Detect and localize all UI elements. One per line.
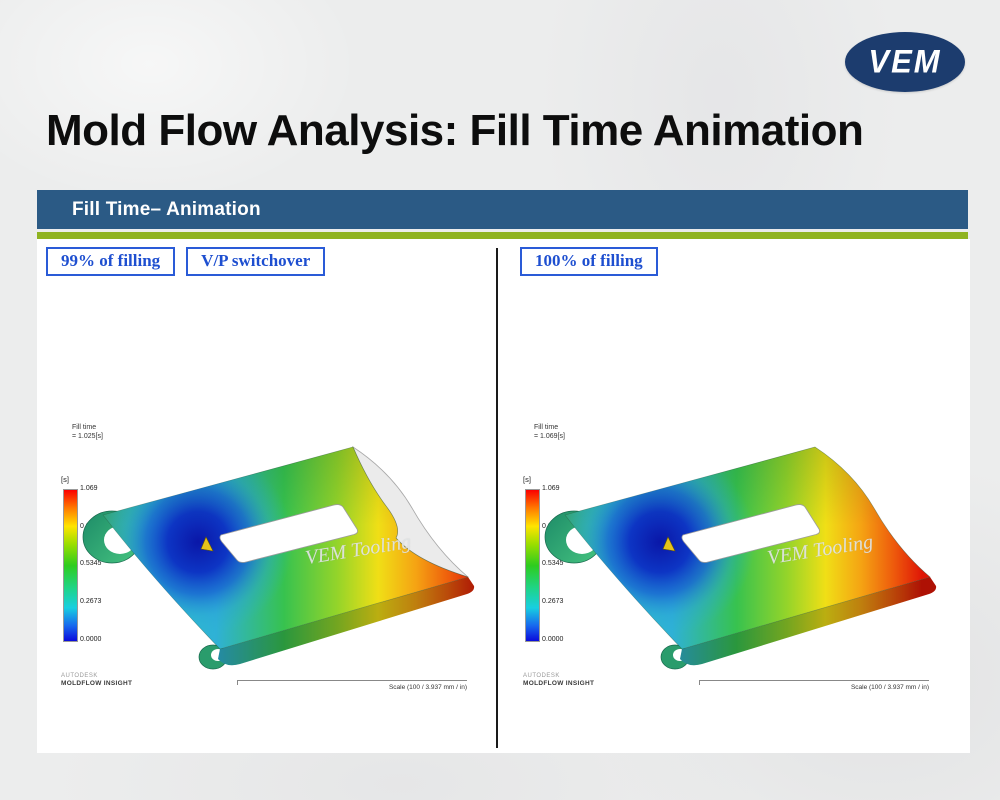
badge-100-filling: 100% of filling	[520, 247, 658, 276]
fill-time-annotation: Fill time = 1.025[s]	[72, 424, 103, 442]
colorbar-tick: 0.5345	[542, 560, 564, 567]
lip-shading	[680, 577, 937, 666]
scale-ruler	[237, 680, 467, 685]
fill-time-value: = 1.069[s]	[534, 432, 565, 440]
part-hole	[219, 504, 358, 563]
autodesk-label: AUTODESK	[61, 673, 98, 679]
section-header-label: Fill Time– Animation	[72, 198, 261, 220]
colorbar-tick: 0.2673	[542, 598, 564, 605]
fill-time-annotation: Fill time = 1.069[s]	[534, 424, 565, 442]
scale-ruler	[699, 680, 929, 685]
colorbar-tick: 1.069	[80, 485, 98, 492]
section-header-bar: Fill Time– Animation	[37, 190, 968, 229]
part-hole	[681, 504, 820, 563]
colorbar-tick: 0.0000	[542, 636, 564, 643]
moldflow-label: MOLDFLOW INSIGHT	[523, 680, 595, 688]
autodesk-brand: AUTODESK MOLDFLOW INSIGHT	[61, 673, 132, 688]
injection-cone-marker	[200, 536, 214, 552]
fill-time-colorbar	[525, 489, 540, 642]
colorbar-unit: [s]	[523, 475, 531, 484]
colorbar-tick: 0.2673	[80, 598, 102, 605]
badge-vp-switchover: V/P switchover	[186, 247, 326, 276]
fill-time-label: Fill time	[72, 424, 97, 431]
moldflow-label: MOLDFLOW INSIGHT	[61, 680, 133, 688]
injection-cone-marker	[662, 536, 676, 552]
autodesk-brand: AUTODESK MOLDFLOW INSIGHT	[523, 673, 594, 688]
badge-row: 100% of filling	[520, 247, 658, 276]
colorbar-tick: 0.5345	[80, 560, 102, 567]
mold-part-visualization-100	[544, 446, 937, 670]
fill-time-colorbar	[63, 489, 78, 642]
scale-label: Scale (100 / 3.937 mm / in)	[850, 684, 929, 691]
colorbar-unit: [s]	[61, 475, 69, 484]
panel-99-filling: 99% of filling V/P switchover Fill time …	[37, 239, 496, 753]
lip-shading	[218, 577, 475, 666]
fill-time-value: = 1.025[s]	[72, 432, 103, 440]
panel-divider	[496, 248, 498, 748]
colorbar-tick: 1.069	[542, 485, 560, 492]
badge-row: 99% of filling V/P switchover	[46, 247, 326, 276]
content-panel: 99% of filling V/P switchover Fill time …	[37, 239, 970, 753]
accent-stripe	[37, 232, 968, 239]
fill-time-label: Fill time	[534, 424, 559, 431]
badge-99-filling: 99% of filling	[46, 247, 176, 276]
vem-logo: VEM	[845, 32, 965, 92]
vem-logo-text: VEM	[868, 43, 942, 80]
autodesk-label: AUTODESK	[523, 673, 560, 679]
mold-part-visualization-99	[82, 445, 475, 670]
part-front-lip	[218, 577, 475, 666]
colorbar-tick: 0.0000	[80, 636, 102, 643]
panel-100-filling: 100% of filling Fill time = 1.069[s] [s]…	[499, 239, 970, 753]
scale-label: Scale (100 / 3.937 mm / in)	[388, 684, 467, 691]
part-front-lip	[680, 577, 937, 666]
page-title: Mold Flow Analysis: Fill Time Animation	[46, 106, 864, 155]
